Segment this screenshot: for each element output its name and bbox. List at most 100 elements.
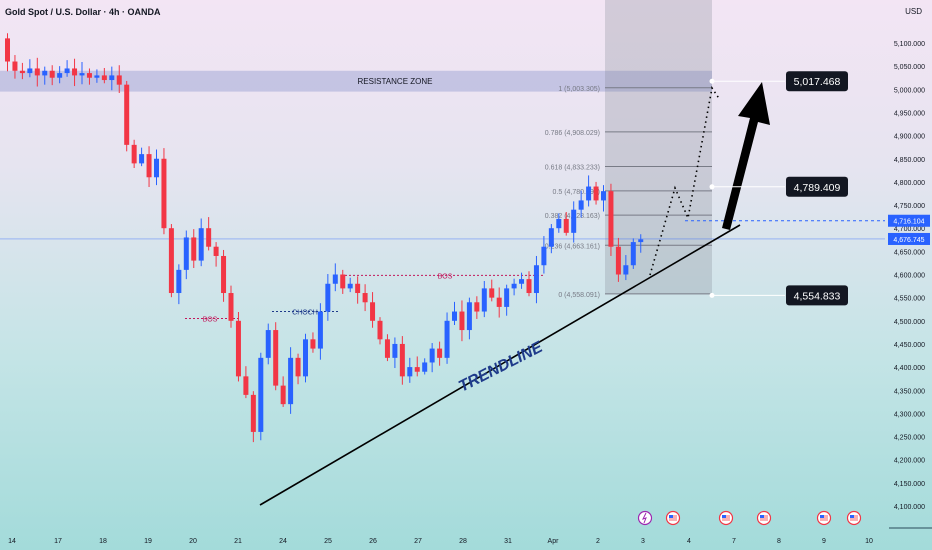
trendline (259, 224, 741, 506)
bullish-arrow (722, 82, 770, 230)
candle (12, 61, 18, 71)
candle (601, 191, 606, 201)
y-tick-label: 4,200.000 (894, 458, 925, 465)
y-tick-label: 4,400.000 (894, 365, 925, 372)
y-tick-label: 5,000.000 (894, 87, 925, 94)
fib-level-label: 0 (4,558.091) (558, 292, 600, 299)
candle (139, 154, 145, 164)
x-tick-label: 31 (504, 538, 512, 545)
choch-label: CHOCH (292, 310, 318, 317)
us-flag-event-icon[interactable] (718, 510, 734, 526)
y-tick-label: 4,100.000 (894, 504, 925, 511)
x-tick-label: 8 (777, 538, 781, 545)
candle (541, 246, 547, 266)
y-tick-label: 4,950.000 (894, 110, 925, 117)
x-tick-label: 10 (865, 538, 873, 545)
candle (362, 293, 368, 303)
fib-level-label: 0.5 (4,780.698) (553, 189, 600, 196)
candle (437, 348, 443, 358)
candle (5, 38, 10, 62)
candle (228, 293, 234, 321)
candle (213, 246, 219, 256)
us-flag-event-icon[interactable] (665, 510, 681, 526)
bos-label: BOS (203, 316, 218, 323)
y-tick-label: 4,450.000 (894, 342, 925, 349)
target-anchor (709, 78, 715, 84)
flag-canton (850, 515, 854, 518)
candle (131, 144, 137, 164)
y-tick-label: 4,900.000 (894, 134, 925, 141)
candle (310, 339, 316, 349)
y-tick-label: 4,800.000 (894, 180, 925, 187)
candle (392, 343, 398, 358)
candle (198, 228, 204, 261)
candle (191, 237, 197, 261)
bos-label: BOS (438, 273, 453, 280)
y-tick-label: 5,050.000 (894, 64, 925, 71)
candle (280, 385, 286, 405)
candle (161, 158, 167, 229)
target-label: 4,789.409 (794, 182, 841, 194)
candle (19, 70, 25, 74)
candle (489, 288, 495, 298)
trendline-label: TRENDLINE (456, 338, 546, 395)
candle (347, 283, 353, 289)
candle (519, 279, 525, 284)
x-tick-label: 14 (8, 538, 16, 545)
candle (615, 246, 621, 275)
x-tick-label: 24 (279, 538, 287, 545)
us-flag-event-icon[interactable] (816, 510, 832, 526)
candle (355, 283, 361, 294)
y-tick-label: 4,650.000 (894, 249, 925, 256)
y-tick-label: 5,100.000 (894, 41, 925, 48)
flag-canton (760, 515, 764, 518)
candle (273, 330, 279, 386)
candle (459, 311, 465, 331)
candle (27, 68, 33, 74)
candle (325, 283, 331, 312)
candle (243, 376, 249, 395)
candle (183, 237, 189, 270)
candle (504, 288, 510, 307)
us-flag-event-icon[interactable] (756, 510, 772, 526)
fib-level-label: 0.236 (4,663.161) (545, 243, 600, 250)
candle (42, 70, 48, 76)
x-tick-label: 25 (324, 538, 332, 545)
x-tick-label: 9 (822, 538, 826, 545)
target-box (786, 285, 848, 306)
y-tick-label: 4,550.000 (894, 296, 925, 303)
candle (511, 283, 517, 289)
candle (303, 339, 308, 377)
candle (265, 330, 271, 358)
candle (109, 75, 115, 81)
lightning-event-icon[interactable] (637, 510, 653, 526)
x-tick-label: 21 (234, 538, 242, 545)
candle (64, 68, 70, 74)
candle (317, 311, 323, 349)
candle (638, 239, 644, 243)
candle (563, 218, 569, 233)
y-tick-label: 4,150.000 (894, 481, 925, 488)
target-anchor (709, 292, 715, 298)
candle (49, 70, 55, 78)
candle (630, 242, 636, 266)
x-tick-label: 20 (189, 538, 197, 545)
x-tick-label: 2 (596, 538, 600, 545)
candle (176, 269, 182, 294)
price-tag (888, 214, 930, 227)
us-flag-event-icon[interactable] (846, 510, 862, 526)
candle (422, 362, 428, 372)
x-tick-label: 17 (54, 538, 62, 545)
candle (593, 186, 599, 201)
candle (407, 367, 413, 377)
candle (571, 209, 577, 233)
candle (168, 228, 174, 294)
candle (384, 339, 390, 358)
candle (332, 274, 338, 284)
y-tick-label: 4,700.000 (894, 226, 925, 233)
candle (221, 255, 227, 294)
y-tick-label: 4,350.000 (894, 388, 925, 395)
x-tick-label: Apr (548, 538, 560, 545)
